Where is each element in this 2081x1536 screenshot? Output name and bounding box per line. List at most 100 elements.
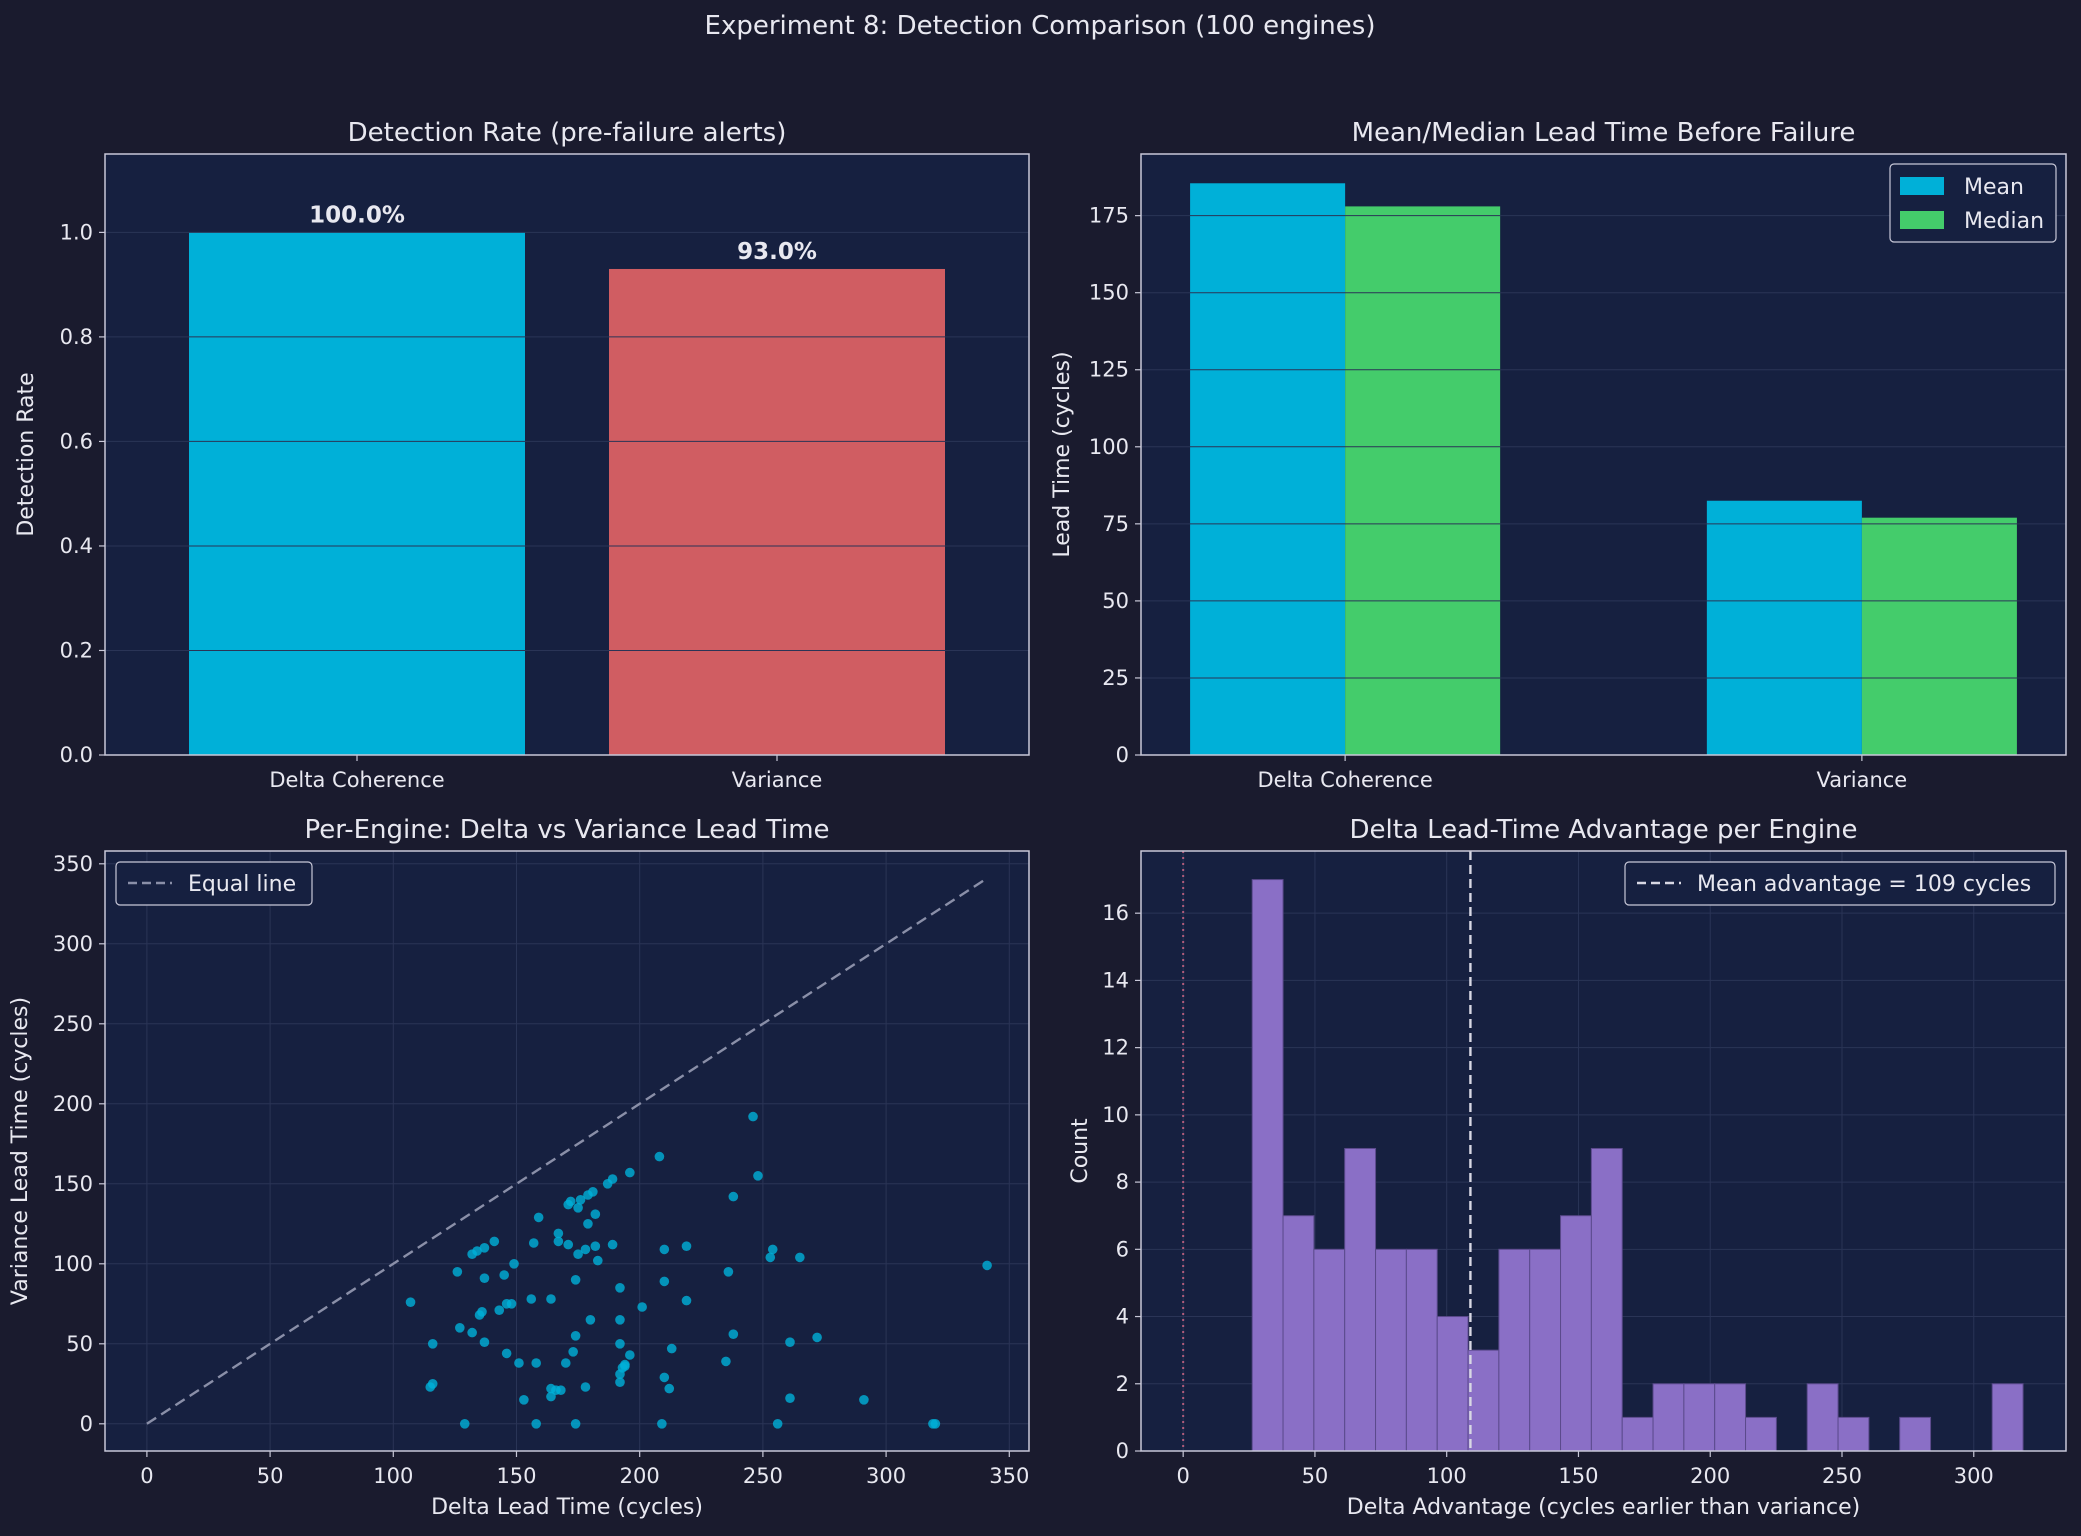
x-tick-label: 0: [1176, 1464, 1189, 1488]
histogram-bar: [1652, 1383, 1685, 1452]
y-axis-label: Count: [1068, 1118, 1093, 1184]
y-tick-label: 50: [1102, 589, 1129, 613]
scatter-point: [666, 1343, 677, 1354]
y-axis-label: Variance Lead Time (cycles): [8, 997, 33, 1305]
scatter-point: [467, 1327, 477, 1338]
legend: Equal line: [115, 861, 313, 906]
legend-swatch: [1900, 177, 1944, 195]
y-tick-label: 0.0: [60, 743, 93, 767]
legend-label: Median: [1964, 209, 2044, 234]
y-tick-label: 0: [80, 1412, 93, 1436]
legend-label: Equal line: [188, 872, 296, 897]
scatter-point: [681, 1295, 692, 1306]
scatter-point: [753, 1171, 763, 1181]
scatter-point: [607, 1174, 618, 1184]
y-tick-label: 125: [1089, 358, 1129, 382]
legend-box: [115, 861, 313, 906]
y-tick-label: 25: [1102, 666, 1129, 690]
bar-median: [1861, 517, 2017, 755]
scatter-point: [514, 1358, 524, 1368]
bar-mean: [1190, 183, 1346, 755]
scatter-point: [546, 1294, 556, 1304]
y-tick-label: 100: [53, 1252, 93, 1276]
histogram-bar: [1375, 1248, 1407, 1452]
scatter-point: [405, 1297, 416, 1307]
chart-title: Delta Lead-Time Advantage per Engine: [1349, 815, 1857, 845]
y-tick-label: 250: [53, 1012, 93, 1036]
y-tick-label: 10: [1102, 1103, 1129, 1127]
scatter-point: [570, 1419, 581, 1429]
x-axis-label: Delta Advantage (cycles earlier than var…: [1347, 1495, 1860, 1520]
histogram-bar: [1590, 1147, 1623, 1452]
x-tick-label: 150: [1558, 1464, 1598, 1488]
y-tick-label: 150: [1089, 281, 1129, 305]
scatter-point: [728, 1329, 739, 1339]
scatter-point: [765, 1252, 776, 1263]
scatter-point: [659, 1244, 670, 1255]
scatter-point: [573, 1249, 583, 1259]
histogram-bar: [1405, 1248, 1438, 1452]
histogram-bar: [1529, 1248, 1562, 1452]
scatter-point: [607, 1239, 618, 1250]
y-tick-label: 1.0: [60, 220, 93, 244]
scatter-point: [427, 1339, 438, 1349]
histogram-bar: [1313, 1248, 1346, 1452]
histogram-bar: [1745, 1416, 1777, 1452]
scatter-point: [859, 1395, 869, 1405]
y-tick-label: 8: [1116, 1170, 1129, 1194]
histogram-bar: [1498, 1248, 1531, 1452]
bar: [609, 268, 945, 755]
scatter-point: [590, 1241, 601, 1251]
scatter-point: [812, 1332, 822, 1343]
scatter-point: [615, 1377, 625, 1387]
scatter-point: [620, 1361, 630, 1371]
y-tick-label: 4: [1116, 1305, 1129, 1329]
x-tick-label: Variance: [732, 768, 823, 792]
legend-label: Mean: [1964, 175, 2024, 200]
scatter-point: [499, 1270, 509, 1280]
histogram-bar: [1683, 1383, 1716, 1452]
y-tick-label: 0.4: [60, 534, 93, 558]
histogram-bar: [1621, 1416, 1654, 1452]
histogram-bar: [1899, 1416, 1932, 1452]
scatter-point: [479, 1337, 490, 1347]
y-tick-label: 350: [53, 852, 93, 876]
x-tick-label: 250: [743, 1464, 783, 1488]
y-tick-label: 150: [53, 1172, 93, 1196]
scatter-point: [477, 1307, 487, 1317]
scatter-point: [494, 1305, 505, 1315]
bar-median: [1345, 206, 1501, 755]
scatter-point: [563, 1239, 574, 1250]
scatter-point: [531, 1358, 541, 1368]
scatter-point: [785, 1393, 795, 1403]
scatter-point: [785, 1337, 795, 1347]
x-axis-label: Delta Lead Time (cycles): [431, 1495, 703, 1520]
scatter-point: [570, 1275, 581, 1285]
scatter-point: [654, 1151, 665, 1162]
scatter-point: [772, 1419, 783, 1429]
y-tick-label: 14: [1102, 968, 1129, 992]
histogram-bar: [1714, 1383, 1747, 1452]
y-tick-label: 2: [1116, 1372, 1129, 1396]
x-tick-label: 200: [620, 1464, 660, 1488]
x-tick-label: 50: [257, 1464, 284, 1488]
y-tick-label: 0.8: [60, 325, 93, 349]
histogram-chart: 0 2 4 6 8 10 12 14 16 0 50 100 150 200 250 300 Delta Lea…: [1068, 815, 2067, 1520]
y-tick-label: 0.2: [60, 638, 93, 662]
y-tick-label: 0.6: [60, 429, 93, 453]
scatter-point: [767, 1244, 778, 1255]
axes-frame: [1140, 850, 2067, 1452]
scatter-point: [553, 1236, 564, 1247]
x-tick-label: 50: [1302, 1464, 1329, 1488]
scatter-point: [573, 1203, 583, 1213]
chart-title: Detection Rate (pre-failure alerts): [348, 118, 787, 148]
scatter-point: [489, 1236, 500, 1247]
scatter-point: [519, 1395, 529, 1405]
legend-swatch: [1900, 211, 1944, 229]
scatter-point: [528, 1238, 539, 1248]
bar-value-label: 100.0%: [309, 202, 405, 228]
equal-line: [146, 877, 988, 1425]
x-tick-label: 100: [1427, 1464, 1467, 1488]
scatter-point: [472, 1246, 482, 1256]
scatter-point: [570, 1331, 581, 1341]
